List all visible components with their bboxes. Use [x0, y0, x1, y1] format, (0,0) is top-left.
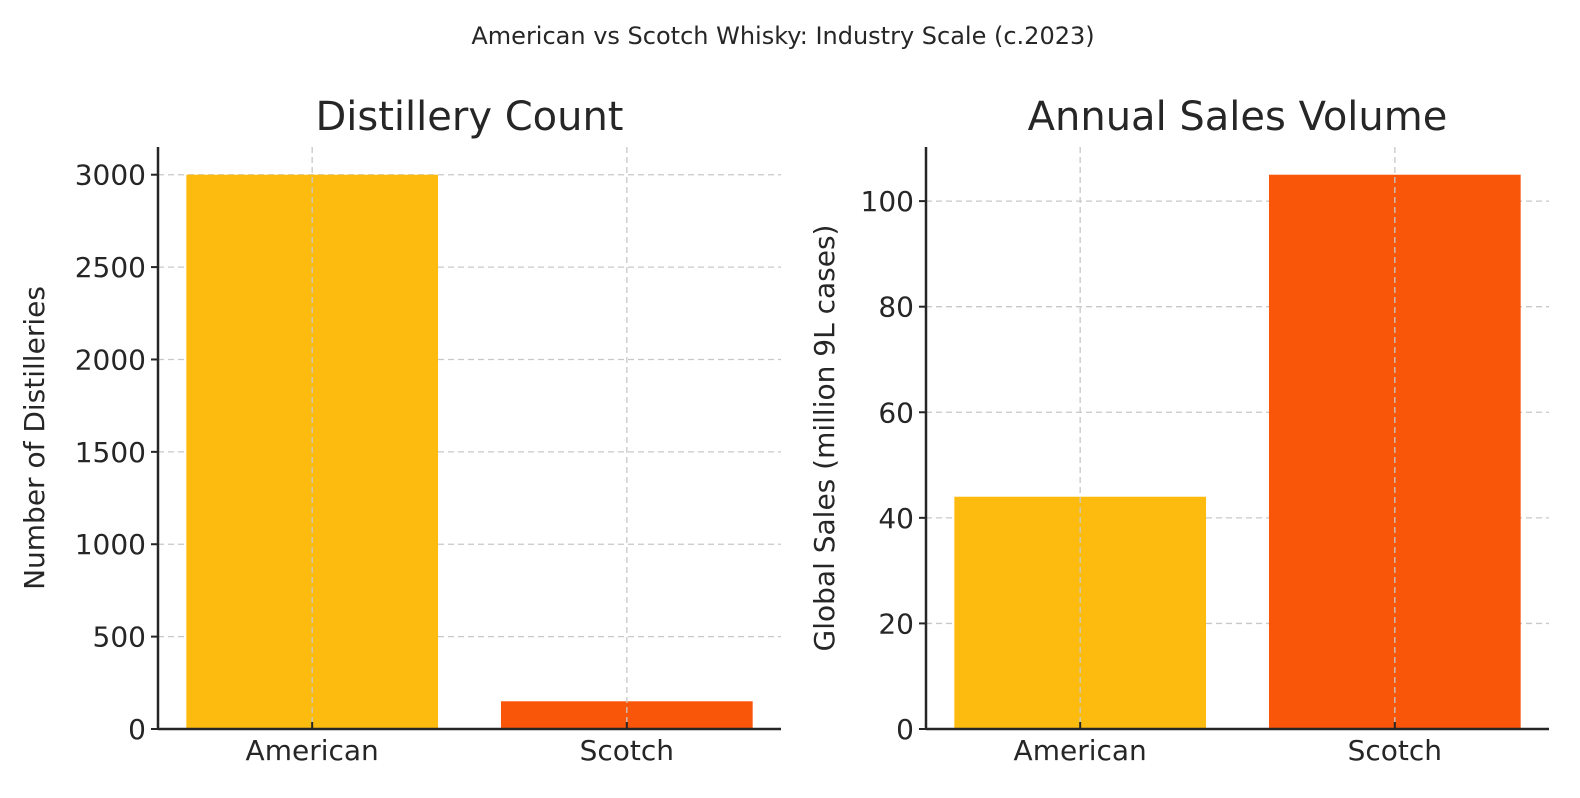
- y-axis-label: Number of Distilleries: [18, 286, 51, 590]
- chart-title: Annual Sales Volume: [1028, 94, 1448, 140]
- x-tick-label: Scotch: [580, 734, 674, 767]
- y-tick-label: 0: [896, 713, 914, 746]
- x-tick-label: American: [246, 734, 379, 767]
- y-tick-label: 100: [861, 185, 914, 218]
- chart-distillery-count: Distillery Count 0 500 1000 1500 2000 2500 3000…: [18, 94, 781, 767]
- x-tick-label: Scotch: [1348, 734, 1442, 767]
- y-axis-label: Global Sales (million 9L cases): [808, 225, 841, 652]
- y-tick-label: 1000: [75, 528, 146, 561]
- y-tick-label: 0: [128, 713, 146, 746]
- y-tick-label: 20: [878, 607, 914, 640]
- y-tick-label: 40: [878, 502, 914, 535]
- y-tick-label: 2000: [75, 343, 146, 376]
- chart-title: Distillery Count: [315, 94, 623, 140]
- y-tick-label: 3000: [75, 159, 146, 192]
- y-tick-label: 60: [878, 396, 914, 429]
- y-tick-label: 500: [93, 621, 146, 654]
- chart-annual-sales-volume: Annual Sales Volume 0 20 40 60 80 100 American S…: [808, 94, 1549, 767]
- y-tick-label: 1500: [75, 436, 146, 469]
- y-tick-label: 80: [878, 291, 914, 324]
- x-tick-label: American: [1014, 734, 1147, 767]
- y-tick-label: 2500: [75, 251, 146, 284]
- figure-suptitle: American vs Scotch Whisky: Industry Scal…: [471, 22, 1094, 50]
